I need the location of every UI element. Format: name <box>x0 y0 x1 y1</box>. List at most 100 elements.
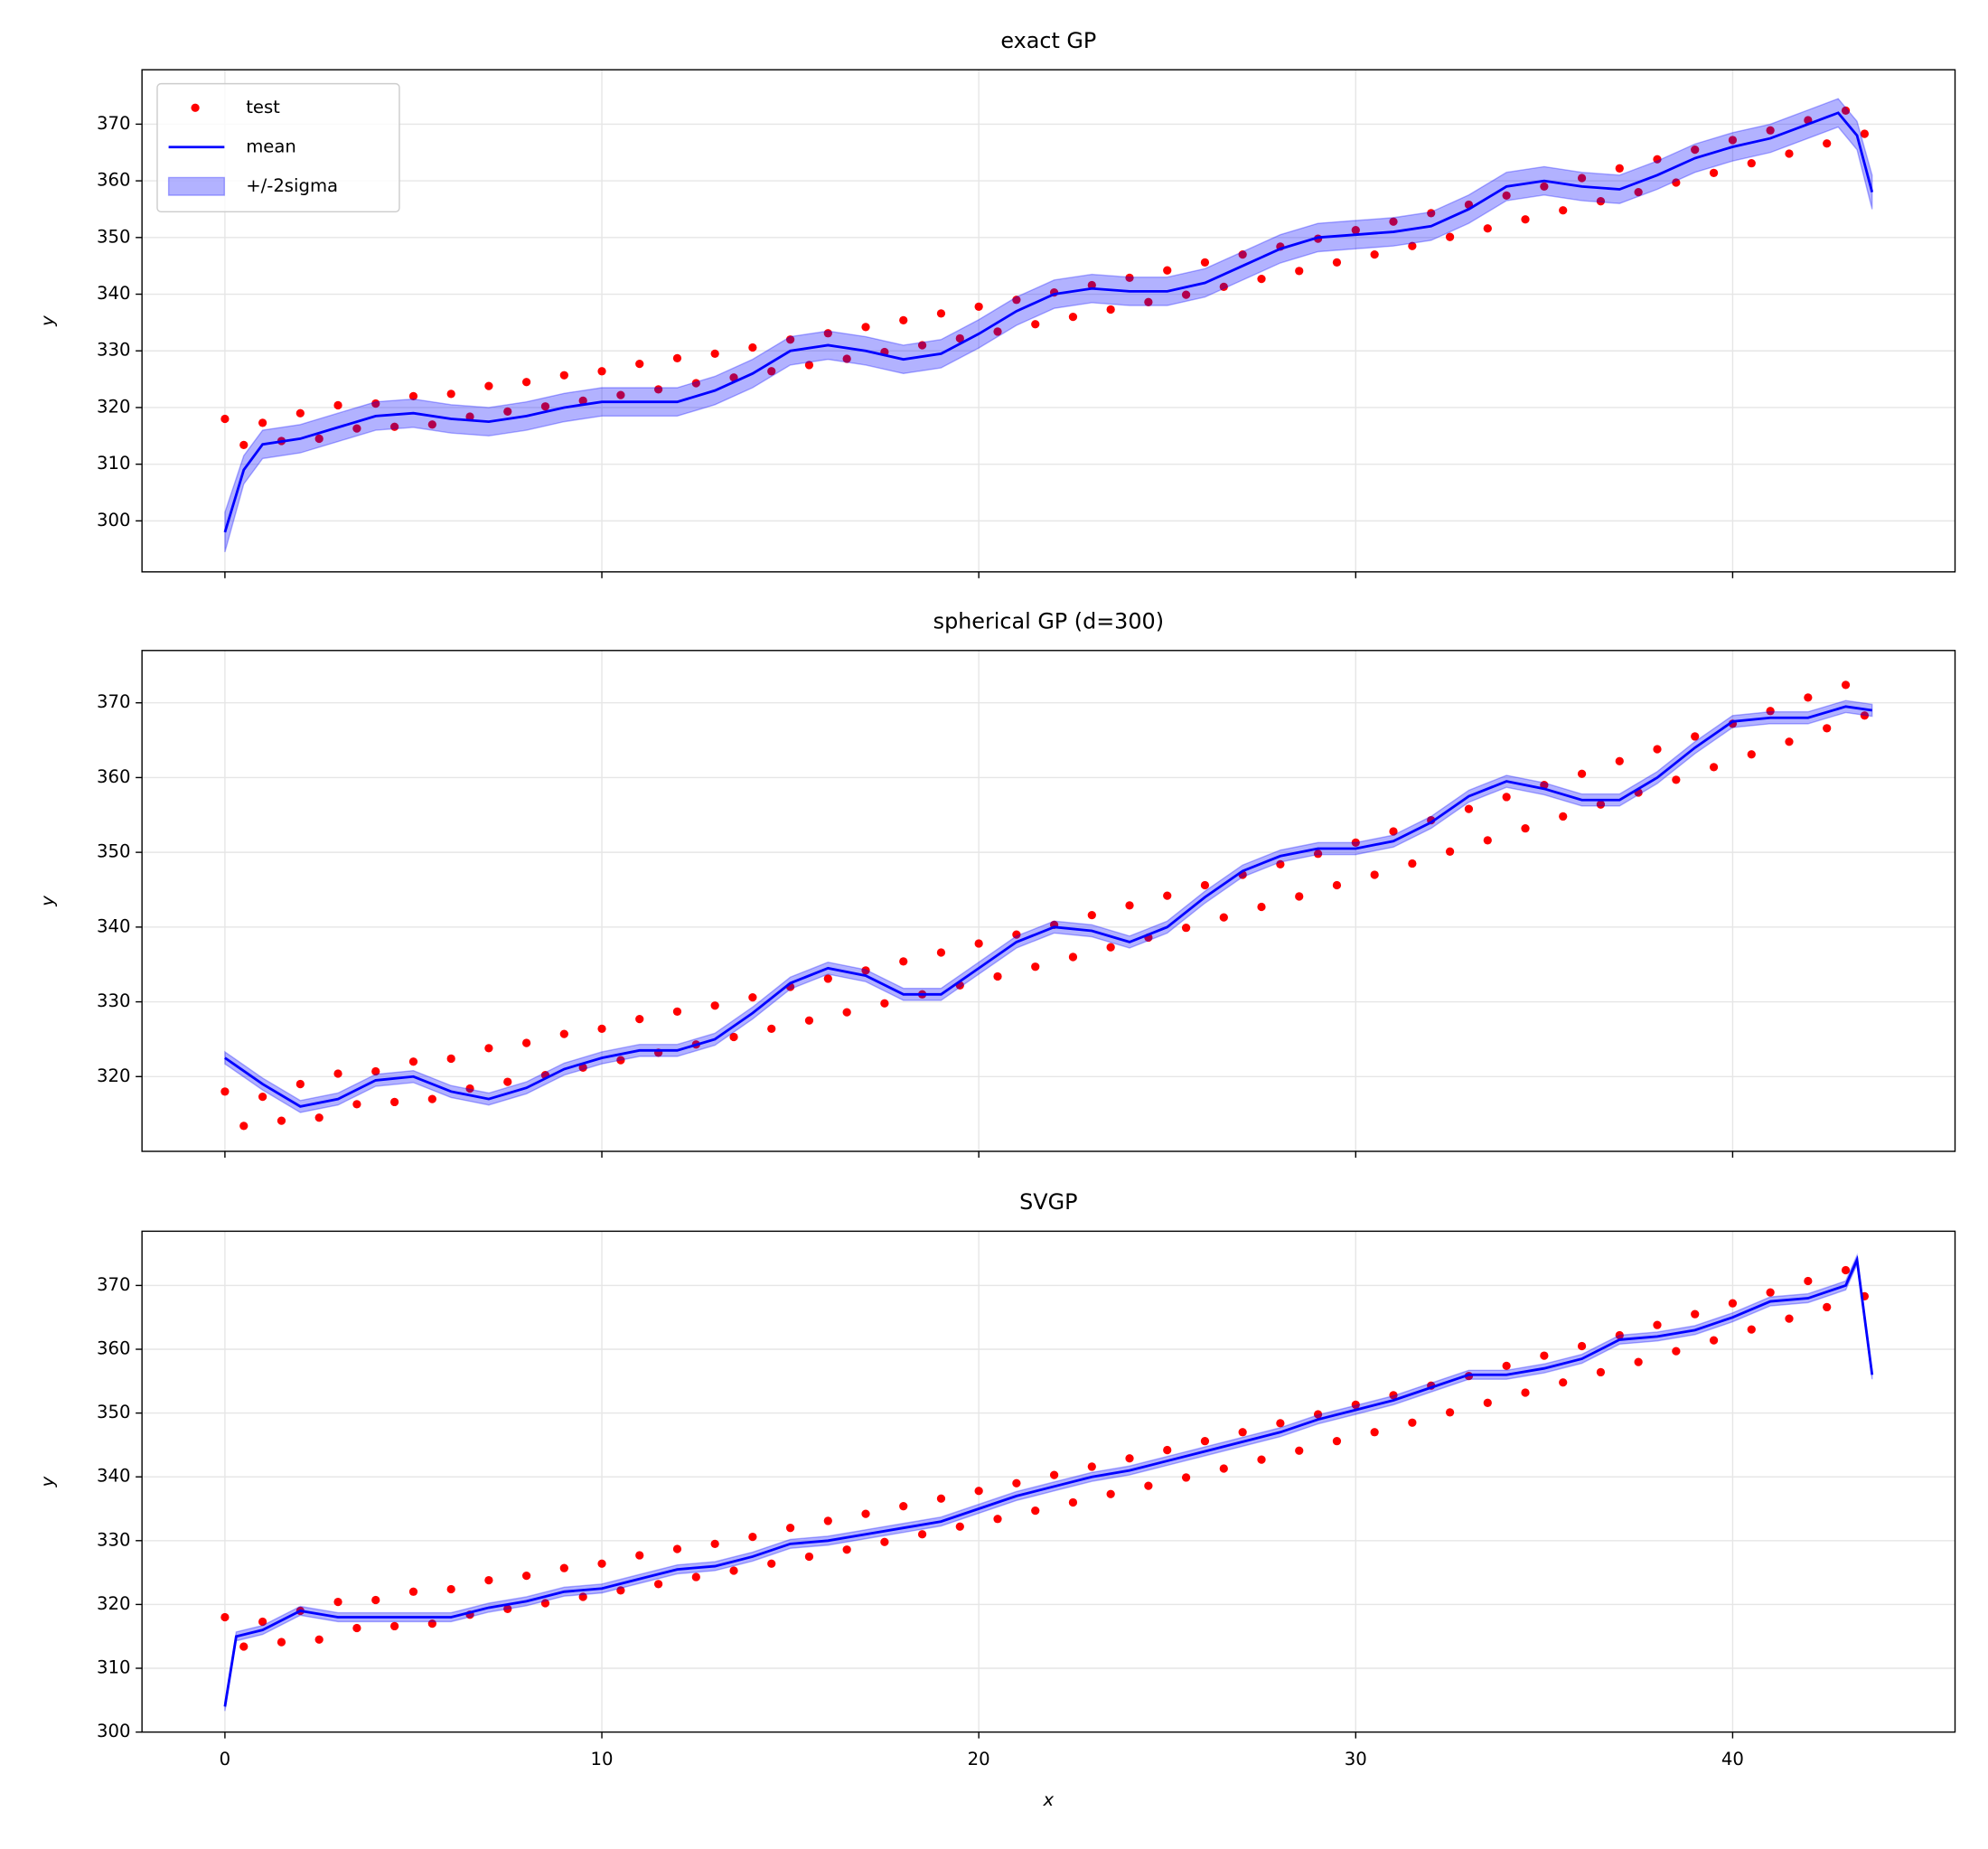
test-point <box>1332 1437 1342 1446</box>
test-point <box>1540 182 1549 192</box>
test-point <box>1313 1410 1323 1419</box>
plot-area <box>220 98 1874 553</box>
test-point <box>1691 732 1700 741</box>
test-point <box>1163 266 1172 275</box>
test-point <box>1181 290 1191 299</box>
y-tick-label: 350 <box>97 1402 130 1422</box>
y-tick-label: 330 <box>97 1529 130 1550</box>
test-point <box>1502 191 1511 201</box>
test-point <box>767 1024 776 1033</box>
test-point <box>1295 267 1304 276</box>
test-point <box>672 1007 682 1016</box>
test-point <box>1785 149 1794 158</box>
test-point <box>578 1592 587 1601</box>
y-tick-label: 360 <box>97 766 130 787</box>
test-point <box>258 1092 267 1102</box>
test-point <box>1785 1314 1794 1323</box>
test-point <box>842 354 851 363</box>
test-point <box>1502 793 1511 802</box>
y-tick-label: 370 <box>97 691 130 712</box>
test-point <box>1068 312 1078 322</box>
test-point <box>1823 724 1832 733</box>
test-point <box>427 420 436 429</box>
test-point <box>691 1572 700 1582</box>
test-point <box>1370 870 1379 879</box>
test-point <box>239 1642 248 1651</box>
test-point <box>1502 1361 1511 1370</box>
test-point <box>559 1563 568 1572</box>
test-point <box>1106 1489 1115 1498</box>
test-point <box>899 957 908 966</box>
test-point <box>729 1566 738 1575</box>
test-point <box>1653 745 1662 754</box>
test-point <box>804 1016 814 1025</box>
test-point <box>258 1617 267 1627</box>
test-point <box>993 1515 1002 1524</box>
test-point <box>220 414 230 424</box>
test-point <box>1332 880 1342 890</box>
test-point <box>1200 258 1210 267</box>
test-point <box>540 1599 550 1608</box>
test-point <box>1332 258 1342 267</box>
test-point <box>427 1094 436 1103</box>
test-point <box>1012 296 1021 305</box>
test-point <box>559 1029 568 1038</box>
mean-line <box>223 1255 1874 1707</box>
test-point <box>1068 1497 1078 1507</box>
test-point <box>616 1056 625 1065</box>
y-axis-label: y <box>37 1476 58 1488</box>
test-point <box>1691 145 1700 155</box>
test-point <box>936 309 946 318</box>
y-tick-label: 310 <box>97 1657 130 1678</box>
test-point <box>1200 880 1210 890</box>
test-point <box>1163 891 1172 900</box>
test-point <box>1408 241 1417 250</box>
y-tick-label: 340 <box>97 283 130 304</box>
test-point <box>1596 800 1606 809</box>
test-point <box>1615 1330 1624 1340</box>
test-point <box>1238 1428 1247 1437</box>
test-point <box>1823 139 1832 148</box>
test-point <box>1709 763 1719 772</box>
confidence-band <box>224 699 1873 1113</box>
legend-marker <box>167 176 226 196</box>
test-point <box>1596 1367 1606 1377</box>
x-tick-label: 0 <box>220 1749 231 1769</box>
y-tick-label: 320 <box>97 396 130 417</box>
test-point <box>1087 280 1096 290</box>
test-point <box>767 1559 776 1568</box>
test-point <box>1276 1419 1285 1428</box>
test-point <box>1219 282 1228 292</box>
x-tick-label: 30 <box>1345 1749 1367 1769</box>
test-point <box>785 1524 795 1533</box>
test-point <box>823 974 832 983</box>
test-point <box>955 333 964 343</box>
test-point <box>314 1635 324 1644</box>
test-point <box>465 412 474 421</box>
test-point <box>785 335 795 344</box>
test-point <box>1012 930 1021 939</box>
y-tick-label: 320 <box>97 1593 130 1614</box>
test-point <box>1841 680 1851 690</box>
test-point <box>1238 250 1247 259</box>
test-point <box>899 315 908 325</box>
test-point <box>314 434 324 444</box>
test-point <box>1408 1418 1417 1427</box>
x-tick-label: 40 <box>1721 1749 1744 1769</box>
axes-frame <box>141 69 1956 573</box>
test-point <box>1672 775 1681 784</box>
test-point <box>389 422 399 431</box>
test-point <box>333 1597 342 1607</box>
test-point <box>333 1069 342 1078</box>
test-point <box>842 1008 851 1017</box>
confidence-band <box>224 1253 1873 1712</box>
y-tick-label: 310 <box>97 453 130 474</box>
test-point <box>767 367 776 376</box>
test-point <box>635 1014 644 1024</box>
test-point <box>1577 769 1587 778</box>
test-point <box>1031 320 1040 329</box>
test-point <box>1559 1378 1568 1387</box>
test-point <box>1559 812 1568 821</box>
test-point <box>1691 1309 1700 1319</box>
